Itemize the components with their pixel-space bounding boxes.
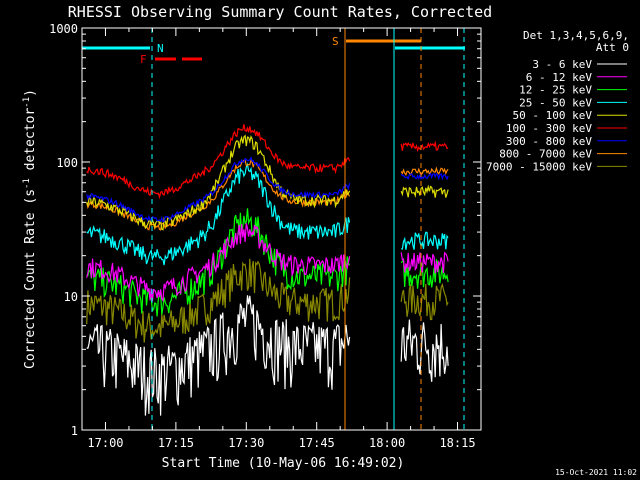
legend-label: 25 - 50 keV [519,96,592,109]
series-trace-segment-2 [400,172,449,181]
y-axis-label-mid: detector [23,108,38,179]
series-trace-segment-2 [400,319,449,382]
series-trace-segment-2 [401,231,449,250]
legend-label: 3 - 6 keV [532,58,592,71]
x-tick-label: 17:45 [299,436,335,450]
footer-timestamp: 15-Oct-2021 11:02 [555,468,637,477]
series-trace-segment-2 [400,282,449,321]
x-tick-label: 17:00 [87,436,123,450]
legend-label: 300 - 800 keV [506,135,592,148]
series-trace-segment-2 [400,251,449,274]
series-trace-segment-1 [86,295,351,416]
legend-label: 50 - 100 keV [513,109,593,122]
x-tick-label: 18:15 [439,436,475,450]
night-flag-label: N [157,42,164,55]
y-tick-label: 1000 [49,22,78,36]
series-trace-segment-2 [400,258,449,289]
data-layer [86,124,449,416]
series-trace-segment-1 [86,156,351,223]
series-trace-segment-1 [86,162,351,266]
y-axis-label: Corrected Count Rate (s-1 detector-1) [22,89,38,369]
flags-layer: N F S [82,28,465,430]
legend-label: 6 - 12 keV [526,71,593,84]
y-axis-label-end: ) [23,89,38,97]
series-trace-segment-1 [86,258,351,343]
series-trace-segment-2 [400,140,449,153]
series-trace-segment-1 [86,208,351,317]
y-tick-label: 10 [64,290,78,304]
axis-ticks: 17:00 17:15 17:30 17:45 18:00 18:15 1 10 100 1000 [49,22,482,450]
saa-flag-label: S [332,35,339,48]
legend-label: 7000 - 15000 keV [486,160,592,173]
chart-title: RHESSI Observing Summary Count Rates, Co… [68,3,492,21]
y-axis-label-sup1: -1 [22,178,32,189]
series-trace-segment-2 [400,184,449,198]
series-trace-segment-2 [400,166,449,177]
x-tick-label: 17:15 [158,436,194,450]
y-axis-label-sup2: -1 [22,97,32,108]
flare-flag-label: F [140,53,147,66]
y-tick-label: 1 [71,424,78,438]
x-tick-label: 18:00 [369,436,405,450]
plot-frame [81,27,482,431]
legend-label: 100 - 300 keV [506,122,592,135]
legend-header-1: Det 1,3,4,5,6,9, [523,29,629,42]
legend-label: 12 - 25 keV [519,84,592,97]
x-axis-label: Start Time (10-May-06 16:49:02) [162,456,405,471]
legend-label: 800 - 7000 keV [499,148,592,161]
legend-header-2: Att 0 [596,41,629,54]
y-axis-label-main: Corrected Count Rate (s [23,189,38,369]
series-trace-segment-1 [86,124,351,200]
x-tick-label: 17:30 [228,436,264,450]
series-trace-segment-1 [86,223,351,303]
y-tick-label: 100 [56,156,78,170]
